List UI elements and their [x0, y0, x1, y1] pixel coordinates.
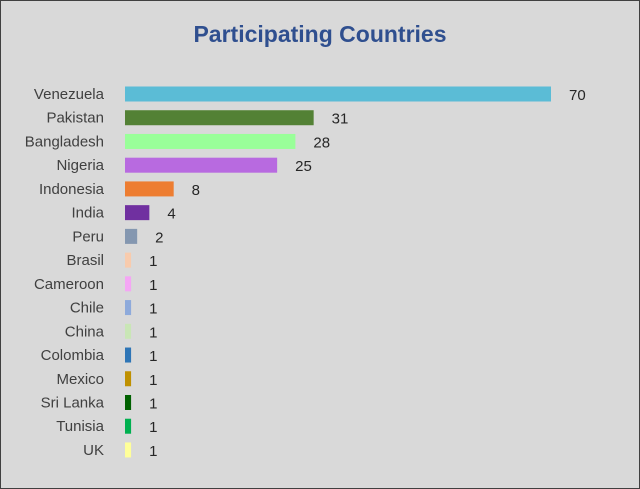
category-label-mexico: Mexico — [56, 371, 104, 388]
category-label-chile: Chile — [70, 300, 104, 317]
data-label-venezuela: 70 — [569, 87, 586, 104]
bar-uk — [125, 442, 132, 458]
data-label-chile: 1 — [149, 301, 157, 318]
bar-venezuela — [125, 86, 551, 102]
category-label-china: China — [65, 323, 105, 340]
bar-india — [125, 205, 150, 221]
bar-bangladesh — [125, 133, 296, 149]
data-label-china: 1 — [149, 324, 157, 341]
bar-peru — [125, 228, 138, 244]
bar-mexico — [125, 371, 132, 387]
bar-nigeria — [125, 157, 278, 173]
data-label-tunisia: 1 — [149, 419, 157, 436]
data-label-sri-lanka: 1 — [149, 395, 157, 412]
bar-sri-lanka — [125, 394, 132, 410]
category-label-colombia: Colombia — [41, 347, 105, 364]
bar-china — [125, 323, 132, 339]
bar-tunisia — [125, 418, 132, 434]
data-label-peru: 2 — [155, 229, 163, 246]
data-label-pakistan: 31 — [332, 111, 349, 128]
category-label-indonesia: Indonesia — [39, 181, 105, 198]
category-label-bangladesh: Bangladesh — [25, 133, 104, 150]
data-label-nigeria: 25 — [295, 158, 312, 175]
data-label-bangladesh: 28 — [313, 134, 330, 151]
data-label-mexico: 1 — [149, 372, 157, 389]
bar-pakistan — [125, 110, 314, 126]
bar-indonesia — [125, 181, 174, 197]
chart-title: Participating Countries — [193, 21, 447, 47]
category-label-brasil: Brasil — [66, 252, 104, 269]
bar-colombia — [125, 347, 132, 363]
data-label-india: 4 — [167, 206, 175, 223]
bar-brasil — [125, 252, 132, 268]
data-label-indonesia: 8 — [192, 182, 200, 199]
data-label-cameroon: 1 — [149, 277, 157, 294]
category-label-cameroon: Cameroon — [34, 276, 104, 293]
category-label-venezuela: Venezuela — [34, 86, 105, 103]
category-label-sri-lanka: Sri Lanka — [41, 394, 105, 411]
data-label-uk: 1 — [149, 443, 157, 460]
data-label-colombia: 1 — [149, 348, 157, 365]
category-label-pakistan: Pakistan — [46, 110, 104, 127]
category-label-peru: Peru — [72, 228, 104, 245]
bar-cameroon — [125, 276, 132, 292]
category-label-nigeria: Nigeria — [56, 157, 104, 174]
bar-chile — [125, 300, 132, 316]
data-label-brasil: 1 — [149, 253, 157, 270]
category-label-tunisia: Tunisia — [56, 418, 104, 435]
category-label-india: India — [71, 205, 104, 222]
category-label-uk: UK — [83, 442, 104, 459]
